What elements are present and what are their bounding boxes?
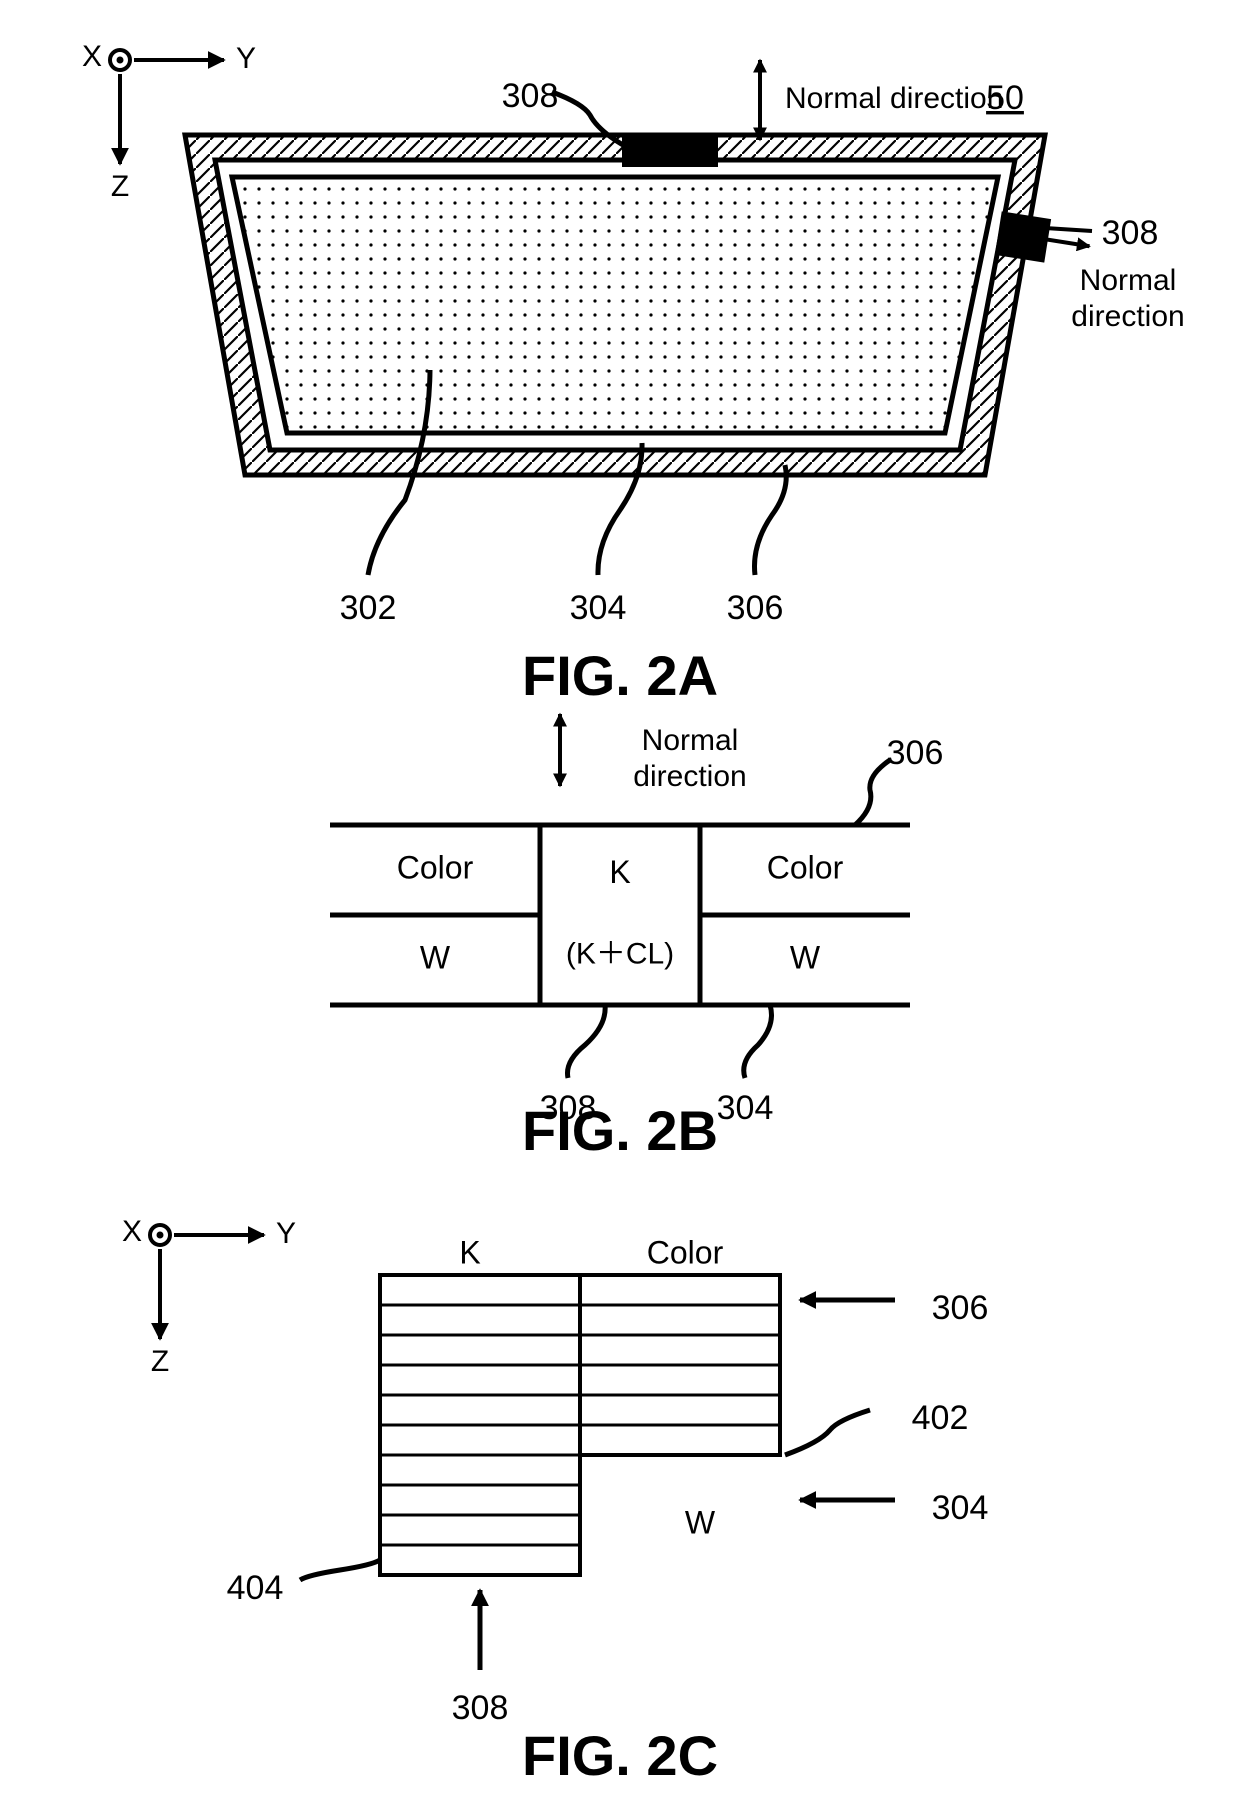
normal-right-label-2: direction <box>1071 300 1184 333</box>
ref-404: 404 <box>227 1569 284 1607</box>
label-W: W <box>685 1504 716 1540</box>
cell-tr: Color <box>767 849 844 885</box>
leader-line <box>567 1005 605 1078</box>
axis-x-label: X <box>122 1215 142 1248</box>
ref-304: 304 <box>932 1489 989 1527</box>
leader-line <box>1045 228 1092 231</box>
normal-label-2: direction <box>633 760 746 793</box>
cell-mid-bot: (K＋CL) <box>566 937 674 970</box>
ref-402: 402 <box>912 1399 969 1437</box>
cell-br: W <box>790 939 821 975</box>
axis-x-dot <box>117 57 124 64</box>
ref-306: 306 <box>727 589 784 627</box>
label-K: K <box>459 1234 480 1270</box>
ref-304: 304 <box>717 1089 774 1127</box>
label-Color: Color <box>647 1234 724 1270</box>
cell-mid-top: K <box>609 854 630 890</box>
leader-line <box>744 1005 772 1078</box>
axis-z-label: Z <box>151 1345 169 1378</box>
axis-x-dot <box>157 1232 164 1239</box>
fig2b-title: FIG. 2B <box>522 1099 718 1162</box>
ref-308-top: 308 <box>502 77 559 115</box>
ref-302: 302 <box>340 589 397 627</box>
leader-line <box>300 1560 380 1580</box>
ref-306: 306 <box>887 734 944 772</box>
axis-z-label: Z <box>111 170 129 203</box>
leader-line <box>785 1410 870 1455</box>
normal-right-label-1: Normal <box>1080 264 1177 297</box>
cell-bl: W <box>420 939 451 975</box>
normal-label-1: Normal <box>642 724 739 757</box>
crucible-core <box>232 177 998 433</box>
axis-y-label: Y <box>236 42 256 75</box>
ref-308-right: 308 <box>1102 214 1159 252</box>
cell-tl: Color <box>397 849 474 885</box>
leader-line <box>855 760 890 825</box>
ref-304: 304 <box>570 589 627 627</box>
ref-306: 306 <box>932 1289 989 1327</box>
normal-top-label: Normal direction <box>785 82 1003 115</box>
fig2c-title: FIG. 2C <box>522 1724 718 1787</box>
ref-308: 308 <box>452 1689 509 1727</box>
sensor-top <box>622 135 718 167</box>
leader-line <box>754 465 786 575</box>
axis-y-label: Y <box>276 1217 296 1250</box>
axis-x-label: X <box>82 40 102 73</box>
fig2a-title: FIG. 2A <box>522 644 718 707</box>
